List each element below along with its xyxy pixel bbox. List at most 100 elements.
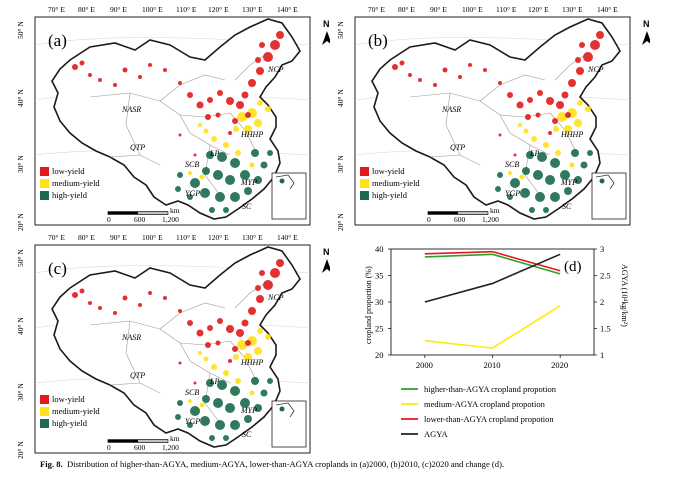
longitude-label: 100° E [462,5,483,14]
longitude-label: 90° E [110,5,127,14]
longitude-label: 110° E [176,5,197,14]
scale-tick: 0 [107,443,111,452]
map-panel-c: 70° E 80° E 90° E 100° E 110° E 120° E 130° E 1… [16,233,330,459]
latitude-label: 20° N [336,213,345,231]
panel-label: (b) [368,31,388,50]
china-map [34,244,330,454]
china-map [34,16,330,226]
legend-swatch [40,166,49,176]
series-line [424,253,561,303]
china-map [354,16,650,226]
region-label-ygp: YGP [185,417,201,426]
y-tick-label: 30 [375,297,384,307]
y2-tick-label: 1.5 [600,324,611,334]
region-label-ncp: NCP [268,293,284,302]
latitude-label: 50° N [16,21,25,39]
legend-label: low-yield [52,166,85,176]
legend-label: medium-yield [52,178,100,188]
longitude-label: 100° E [142,5,163,14]
figure-caption: Fig. 8. Distribution of higher-than-AGYA… [40,459,504,469]
region-label-lp: LP [530,149,540,158]
latitude-label: 40° N [336,89,345,107]
legend-swatch [360,166,369,176]
legend-label: high-yield [372,190,407,200]
legend-item: high-yield [40,189,100,201]
longitude-label: 70° E [368,5,385,14]
legend-swatch [40,178,49,188]
legend-label: low-yield [372,166,405,176]
longitude-label: 130° E [242,233,263,242]
panel-label: (d) [564,259,582,275]
region-label-scb: SCB [185,388,200,397]
longitude-label: 140° E [277,5,298,14]
region-label-ygp: YGP [185,189,201,198]
line-chart: 20 25 30 35 40 1 1.5 2 2.5 3 2000 2010 2020 cropland … [364,244,629,439]
longitude-label: 80° E [78,5,95,14]
series-line [424,305,561,349]
scale-tick: 0 [107,215,111,224]
y-tick-label: 35 [375,271,384,281]
legend-item: medium-yield [40,177,100,189]
latitude-label: 40° N [16,89,25,107]
legend-item: high-yield [360,189,420,201]
region-label-ncp: NCP [268,65,284,74]
region-label-lp: LP [210,149,220,158]
longitude-label: 130° E [562,5,583,14]
map-legend: low-yield medium-yield high-yield [360,165,420,201]
panel-label: (a) [48,31,67,50]
y-axis-label: cropland proportion (%) [364,266,373,344]
region-label-lp: LP [210,377,220,386]
latitude-label: 50° N [16,249,25,267]
series-line [424,253,561,275]
region-label-myp: MYP [561,178,577,187]
map-legend: low-yield medium-yield high-yield [40,165,100,201]
x-tick-label: 2020 [551,360,568,370]
legend-label: higher-than-AGYA cropland propotion [424,384,557,394]
region-label-myp: MYP [241,178,257,187]
longitude-label: 90° E [110,233,127,242]
legend-swatch [360,190,369,200]
latitude-label: 20° N [16,441,25,459]
latitude-label: 30° N [336,155,345,173]
longitude-label: 100° E [142,233,163,242]
legend-swatch [40,418,49,428]
south-china-sea-inset [591,172,627,220]
scale-unit: km [170,434,180,443]
scale-tick: 600 [134,215,146,224]
panel-label: (c) [48,259,67,278]
region-label-hhhp: HHHP [561,130,584,139]
north-label: N [323,247,330,257]
y2-tick-label: 2.5 [600,271,611,281]
region-label-nasr: NASR [122,105,142,114]
map-panel-a: 70° E 80° E 90° E 100° E 110° E 120° E 130° E 1… [16,5,330,231]
region-label-qtp: QTP [130,143,146,152]
legend-label: medium-yield [52,406,100,416]
scale-tick: 1,200 [482,215,499,224]
legend-label: AGYA [424,429,448,439]
legend-swatch [360,178,369,188]
region-label-nasr: NASR [442,105,462,114]
region-label-nasr: NASR [122,333,142,342]
latitude-label: 40° N [16,317,25,335]
scale-unit: km [170,206,180,215]
latitude-label: 20° N [16,213,25,231]
region-label-sc: SC [562,202,572,211]
legend-label: low-yield [52,394,85,404]
longitude-label: 120° E [208,5,229,14]
legend-swatch [40,394,49,404]
region-label-qtp: QTP [450,143,466,152]
legend-label: high-yield [52,418,87,428]
map-panel-b: 70° E 80° E 90° E 100° E 110° E 120° E 130° E 1… [336,5,650,231]
region-label-ncp: NCP [588,65,604,74]
legend-label: medium-AGYA cropland propotion [424,399,546,409]
caption-text: Distribution of higher-than-AGYA, medium… [66,459,505,469]
y-tick-label: 20 [375,350,384,360]
scale-unit: km [490,206,500,215]
region-label-sc: SC [242,430,252,439]
longitude-label: 140° E [277,233,298,242]
longitude-label: 90° E [430,5,447,14]
longitude-label: 70° E [48,233,65,242]
longitude-label: 140° E [597,5,618,14]
north-arrow [322,31,330,45]
region-label-scb: SCB [505,160,520,169]
